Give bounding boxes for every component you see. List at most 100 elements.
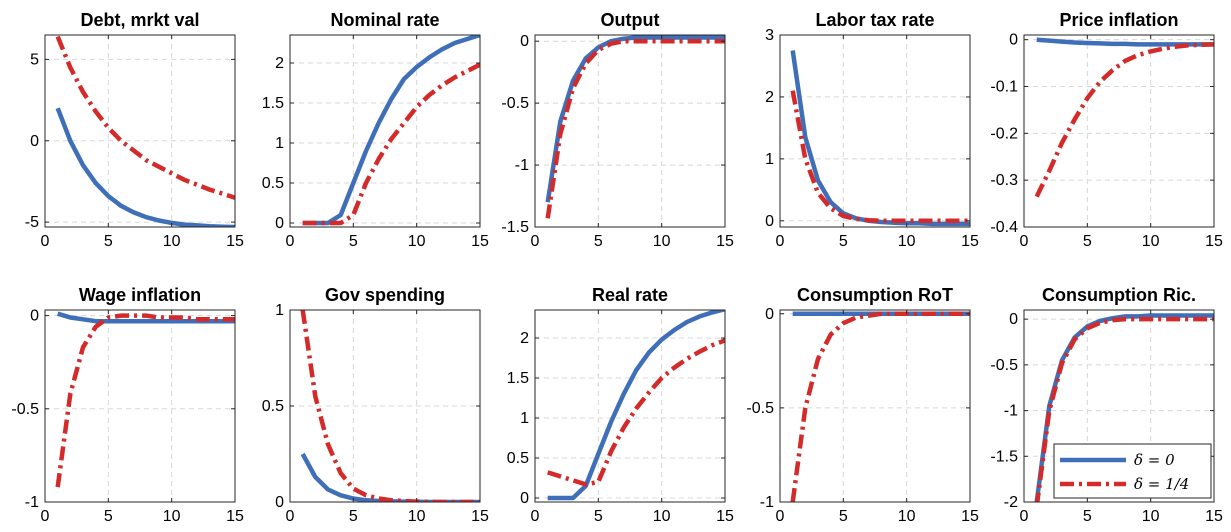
series-line-delta-0: [55, 107, 235, 227]
y-tick-label: 1: [275, 135, 284, 152]
series-group: [55, 35, 235, 227]
x-tick-label: 5: [594, 233, 603, 250]
series-line-delta-quarter: [302, 62, 480, 226]
x-tick-label: 0: [1020, 233, 1029, 250]
legend: δ = 0 δ = 1/4: [1053, 443, 1212, 499]
y-tick-label: 1: [520, 410, 529, 427]
series-group: [302, 35, 480, 226]
x-tick-label: 15: [716, 233, 734, 250]
x-tick-label: 15: [1205, 233, 1223, 250]
series-group: [55, 311, 235, 488]
plot-area: [780, 35, 970, 227]
x-tick-label: 5: [839, 508, 848, 525]
plot-area: [45, 35, 235, 227]
x-tick-label: 15: [961, 233, 979, 250]
y-tick-label: -0.1: [990, 79, 1018, 96]
panel-title: Consumption Ric.: [1042, 285, 1196, 305]
plot-area: [1024, 35, 1214, 227]
x-tick-label: 0: [531, 233, 540, 250]
x-tick-label: 0: [286, 233, 295, 250]
y-tick-label: 0: [765, 213, 774, 230]
panel-title: Consumption RoT: [797, 285, 953, 305]
y-tick-label: 0: [275, 494, 284, 511]
x-tick-label: 10: [898, 233, 916, 250]
y-tick-label: 1: [765, 151, 774, 168]
series-group: [790, 311, 970, 502]
x-tick-label: 15: [471, 233, 489, 250]
series-line-delta-quarter: [545, 38, 725, 219]
x-tick-label: 15: [1205, 508, 1223, 525]
panel-title: Debt, mrkt val: [80, 10, 199, 30]
series-line-delta-quarter: [55, 35, 235, 200]
x-tick-label: 15: [226, 233, 244, 250]
x-tick-label: 0: [776, 233, 785, 250]
x-tick-label: 10: [163, 233, 181, 250]
y-tick-label: -1: [515, 157, 529, 174]
panel-title: Output: [601, 10, 660, 30]
y-tick-label: 2: [275, 55, 284, 72]
axes-box: [534, 34, 726, 228]
series-group: [300, 310, 480, 502]
axes-box: [779, 309, 971, 503]
panel: 0 5 10 15 0 0.5 1 1.5 2 Real rate: [507, 285, 734, 525]
y-tick-label: 0.5: [262, 398, 284, 415]
panel-title: Labor tax rate: [815, 10, 934, 30]
x-tick-label: 5: [104, 233, 113, 250]
x-tick-label: 15: [471, 508, 489, 525]
series-group: [790, 50, 970, 227]
series-line-delta-quarter: [1035, 316, 1214, 502]
y-tick-label: -1.5: [501, 219, 529, 236]
panel: 0 5 10 15 0 1 2 3 Labor tax rate: [765, 10, 979, 250]
series-line-delta-0: [1034, 313, 1214, 502]
y-tick-label: 0: [30, 308, 39, 325]
panel-title: Real rate: [592, 285, 668, 305]
x-tick-label: 10: [653, 233, 671, 250]
panel: 0 5 10 15 -1 -0.5 0 Wage inflation: [11, 285, 244, 525]
panel-title: Nominal rate: [330, 10, 439, 30]
series-line-delta-quarter: [790, 90, 970, 224]
x-tick-label: 5: [594, 508, 603, 525]
panel: 0 5 10 15 0 0.5 1 Gov spending: [262, 285, 489, 525]
y-tick-label: 1.5: [507, 370, 529, 387]
x-tick-label: 0: [776, 508, 785, 525]
series-line-delta-quarter: [55, 313, 235, 488]
x-tick-label: 10: [653, 508, 671, 525]
axes-box: [289, 34, 481, 228]
x-tick-label: 10: [1142, 508, 1160, 525]
x-tick-label: 5: [1083, 508, 1092, 525]
y-tick-label: 0: [1009, 311, 1018, 328]
panel: 0 5 10 15 -1 -0.5 0 Consumption RoT: [746, 285, 979, 525]
y-tick-label: 0.5: [507, 450, 529, 467]
y-tick-label: -1: [25, 494, 39, 511]
x-tick-label: 0: [1020, 508, 1029, 525]
plot-area: [290, 35, 480, 227]
plot-area: [535, 35, 725, 227]
axes-box: [1023, 309, 1215, 503]
panel-title: Gov spending: [325, 285, 445, 305]
series-line-delta-quarter: [547, 338, 725, 487]
y-tick-label: 0: [520, 490, 529, 507]
y-tick-label: -0.4: [990, 219, 1018, 236]
series-line-delta-0: [545, 35, 725, 203]
x-tick-label: 10: [1142, 233, 1160, 250]
plot-area: [535, 310, 725, 502]
y-tick-label: -0.2: [990, 125, 1018, 142]
series-line-delta-0: [547, 310, 725, 501]
x-tick-label: 0: [531, 508, 540, 525]
x-tick-label: 0: [41, 508, 50, 525]
y-tick-label: 5: [30, 51, 39, 68]
y-tick-label: -2: [1004, 494, 1018, 511]
x-tick-label: 15: [961, 508, 979, 525]
x-tick-label: 15: [226, 508, 244, 525]
axes-box: [44, 34, 236, 228]
y-tick-label: -0.3: [990, 172, 1018, 189]
y-tick-label: 1.5: [262, 95, 284, 112]
y-tick-label: 0: [765, 306, 774, 323]
series-group: [547, 310, 725, 501]
y-tick-label: 0: [1009, 32, 1018, 49]
series-line-delta-quarter: [790, 311, 970, 502]
panel: 0 5 10 15 -0.4 -0.3 -0.2 -0.1 0 Price inflation: [990, 10, 1223, 250]
y-tick-label: -1: [1004, 403, 1018, 420]
